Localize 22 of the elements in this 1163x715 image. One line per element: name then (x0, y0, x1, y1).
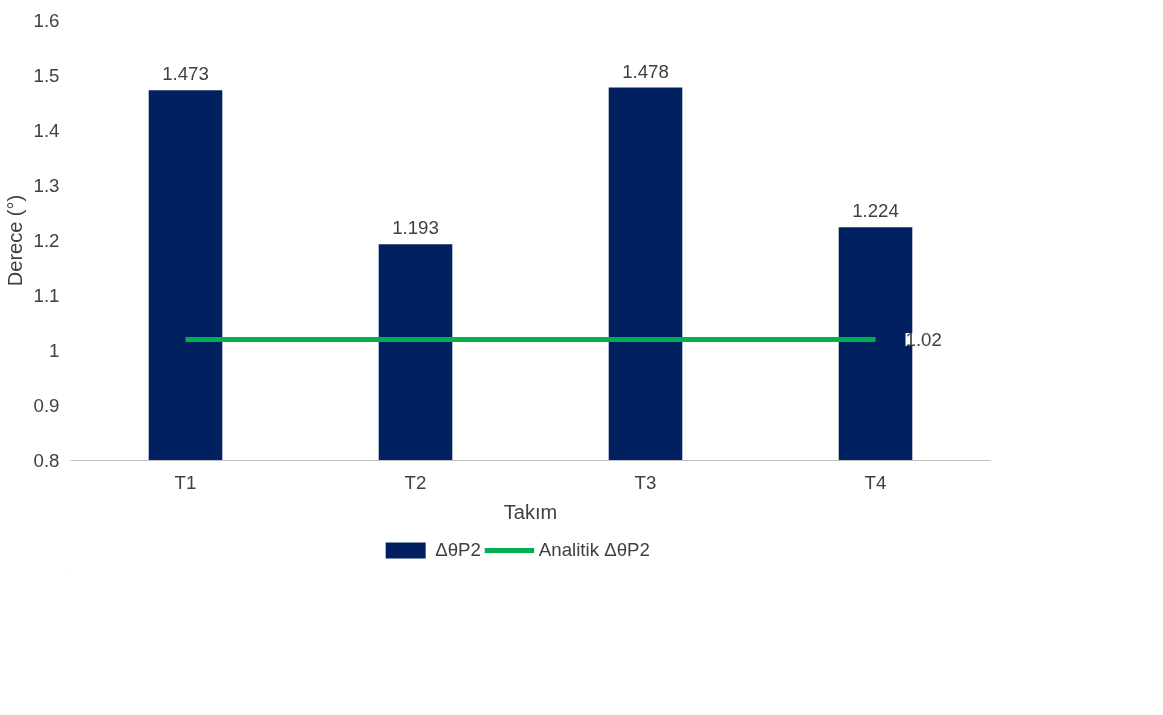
y-tick-label: 1.1 (33, 285, 60, 306)
data-label: 1.224 (852, 200, 899, 222)
y-tick-label: 1 (49, 340, 60, 361)
data-label: 1.473 (162, 63, 209, 85)
y-tick-label: 1.3 (33, 175, 60, 196)
x-axis-title: Takım (503, 500, 558, 523)
data-label: 1.193 (392, 217, 439, 239)
x-tick-label: T4 (864, 471, 887, 493)
legend-label: ΔθP2 (435, 539, 481, 561)
data-label: 1.02 (905, 329, 942, 350)
y-tick-label: 1.6 (33, 10, 60, 31)
legend-label: Analitik ΔθP2 (538, 539, 650, 561)
y-tick-label: 0.9 (33, 395, 60, 416)
x-tick-label: T2 (404, 471, 427, 493)
y-tick-label: 1.4 (33, 120, 60, 141)
x-tick-label: T1 (174, 471, 197, 493)
data-label: 1.478 (622, 60, 669, 82)
y-tick-label: 1.2 (33, 230, 60, 251)
x-tick-label: T3 (634, 471, 657, 493)
y-axis-title: Derece (°) (3, 194, 26, 287)
y-tick-label: 0.8 (33, 450, 60, 471)
y-tick-label: 1.5 (33, 65, 60, 86)
